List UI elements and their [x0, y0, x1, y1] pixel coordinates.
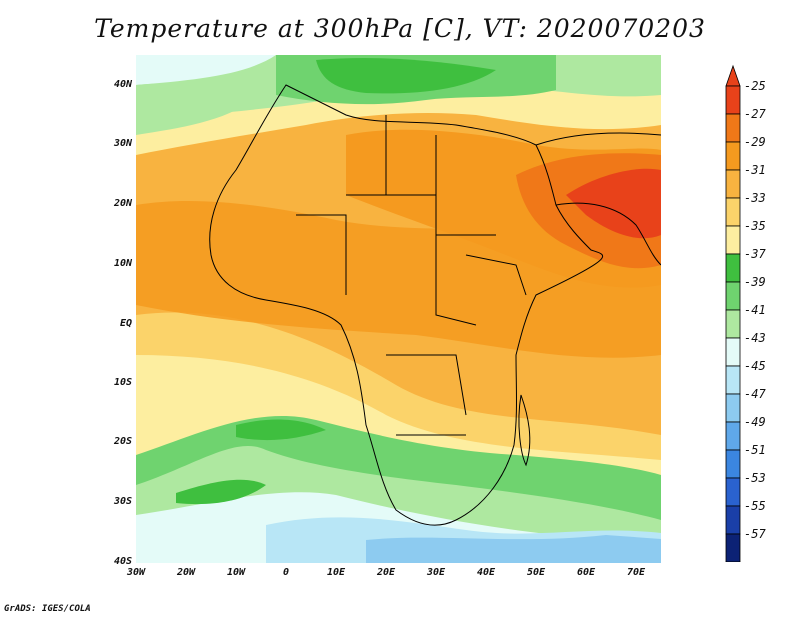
colorbar-swatch: [725, 449, 741, 479]
lon-label-60e: 60E: [576, 567, 596, 578]
lat-label-eq: EQ: [119, 318, 132, 329]
lat-label-20s: 20S: [113, 436, 132, 447]
colorbar-swatch: [725, 85, 741, 115]
colorbar-tick-label: -53: [744, 471, 766, 485]
colorbar-tick-label: -35: [744, 219, 766, 233]
lon-label-50e: 50E: [526, 567, 546, 578]
colorbar-tick-label: -51: [744, 443, 766, 457]
colorbar-swatch: [725, 169, 741, 199]
colorbar-swatch: [725, 225, 741, 255]
colorbar-tick-label: -39: [744, 275, 766, 289]
lat-label-10n: 10N: [113, 258, 132, 269]
lon-label-70e: 70E: [626, 567, 646, 578]
colorbar-swatch: [725, 337, 741, 367]
colorbar-swatch: [725, 393, 741, 423]
lat-label-30n: 30N: [113, 138, 132, 149]
colorbar-swatch: [725, 141, 741, 171]
coastlines: [209, 84, 661, 526]
lon-label-20w: 20W: [176, 567, 196, 578]
colorbar-swatch: [725, 253, 741, 283]
colorbar-graphic: -25 -27 -29 -31 -33 -35 -37 -39 -41 -43 -45 -47 -49 -…: [725, 64, 766, 584]
grads-credit: GrADS: IGES/COLA: [4, 604, 91, 614]
colorbar-tick-label: -57: [744, 527, 766, 541]
colorbar-tick-label: -49: [744, 415, 766, 429]
colorbar-swatch: [725, 477, 741, 507]
colorbar-tick-label: -41: [744, 303, 766, 317]
lat-label-40n: 40N: [113, 79, 132, 90]
colorbar-tick-label: -45: [744, 359, 766, 373]
colorbar-swatch: [725, 365, 741, 395]
lat-label-40s: 40S: [113, 556, 132, 567]
colorbar-swatch: [725, 113, 741, 143]
temperature-map: [136, 55, 661, 563]
lat-label-20n: 20N: [113, 198, 132, 209]
colorbar-tick-label: -55: [744, 499, 766, 513]
colorbar: -25 -27 -29 -31 -33 -35 -37 -39 -41 -43 -45 -47 -49 -…: [722, 62, 792, 584]
lat-label-30s: 30S: [113, 496, 132, 507]
colorbar-tick-label: -47: [744, 387, 766, 401]
lon-label-30e: 30E: [426, 567, 446, 578]
temperature-bands: [136, 55, 661, 563]
colorbar-tick-label: -31: [744, 163, 766, 177]
colorbar-swatch: [725, 281, 741, 311]
colorbar-tick-label: -43: [744, 331, 766, 345]
temperature-field: [136, 55, 661, 563]
lat-label-10s: 10S: [113, 377, 132, 388]
colorbar-tick-label: -27: [744, 107, 766, 121]
colorbar-swatch: [725, 533, 741, 563]
map-title: Temperature at 300hPa [C], VT: 202007020…: [94, 14, 706, 43]
colorbar-swatch: [725, 505, 741, 535]
colorbar-tick-label: -37: [744, 247, 766, 261]
lon-label-0: 0: [282, 567, 290, 578]
colorbar-swatch: [725, 421, 741, 451]
colorbar-tick-label: -33: [744, 191, 766, 205]
colorbar-swatch: [725, 309, 741, 339]
lon-label-30w: 30W: [126, 567, 146, 578]
lon-label-40e: 40E: [476, 567, 496, 578]
lon-label-20e: 20E: [376, 567, 396, 578]
lon-label-10w: 10W: [226, 567, 246, 578]
colorbar-over-arrow: [725, 64, 741, 87]
colorbar-swatch: [725, 197, 741, 227]
colorbar-tick-label: -29: [744, 135, 766, 149]
colorbar-tick-label: -25: [744, 79, 766, 93]
lon-label-10e: 10E: [326, 567, 346, 578]
